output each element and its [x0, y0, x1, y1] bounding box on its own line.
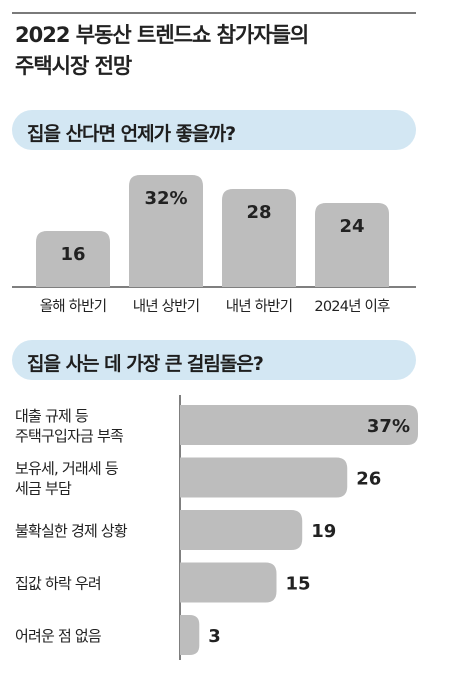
category-label: 내년 상반기 — [133, 298, 200, 315]
bar-value-label: 32% — [144, 188, 187, 209]
category-label: 대출 규제 등 — [15, 407, 89, 425]
question-obstacles: 집을 사는 데 가장 큰 걸림돌은? — [27, 353, 264, 375]
bar — [180, 562, 277, 603]
bar — [315, 203, 389, 287]
title-line-1: 2022 부동산 트렌드쇼 참가자들의 — [15, 23, 309, 47]
bar — [36, 231, 110, 287]
category-label: 불확실한 경제 상황 — [15, 522, 128, 540]
bar-value-label: 37% — [367, 416, 410, 437]
bar-value-label: 26 — [356, 469, 381, 490]
bar — [180, 510, 303, 550]
bar-value-label: 3 — [208, 626, 221, 647]
category-label: 어려운 점 없음 — [15, 627, 101, 645]
category-label: 내년 하반기 — [226, 298, 293, 315]
category-label: 주택구입자금 부족 — [15, 427, 124, 445]
bar-value-label: 24 — [339, 216, 364, 237]
bar-value-label: 19 — [311, 521, 336, 542]
bar — [180, 615, 200, 655]
category-label: 2024년 이후 — [314, 298, 390, 315]
bar-value-label: 28 — [246, 202, 271, 223]
bar-value-label: 15 — [285, 574, 310, 595]
category-label: 세금 부담 — [15, 480, 72, 498]
bar — [222, 189, 296, 287]
bar-value-label: 16 — [60, 244, 85, 265]
question-when-to-buy: 집을 산다면 언제가 좋을까? — [27, 123, 236, 145]
category-label: 보유세, 거래세 등 — [15, 460, 119, 478]
bar — [129, 175, 203, 287]
bar — [180, 405, 418, 445]
bar — [180, 457, 348, 498]
vertical-bar-chart-when-to-buy: 16 올해 하반기 32% 내년 상반기 28 내년 하반기 24 2024년 이후 — [12, 175, 416, 315]
chart-title: 2022 부동산 트렌드쇼 참가자들의 주택시장 전망 — [15, 20, 415, 82]
category-label: 집값 하락 우려 — [15, 575, 101, 593]
category-label: 올해 하반기 — [40, 298, 107, 315]
question-banner-obstacles: 집을 사는 데 가장 큰 걸림돌은? — [12, 340, 416, 380]
title-line-2: 주택시장 전망 — [15, 54, 132, 78]
top-rule — [12, 12, 416, 14]
question-banner-when-to-buy: 집을 산다면 언제가 좋을까? — [12, 110, 416, 150]
